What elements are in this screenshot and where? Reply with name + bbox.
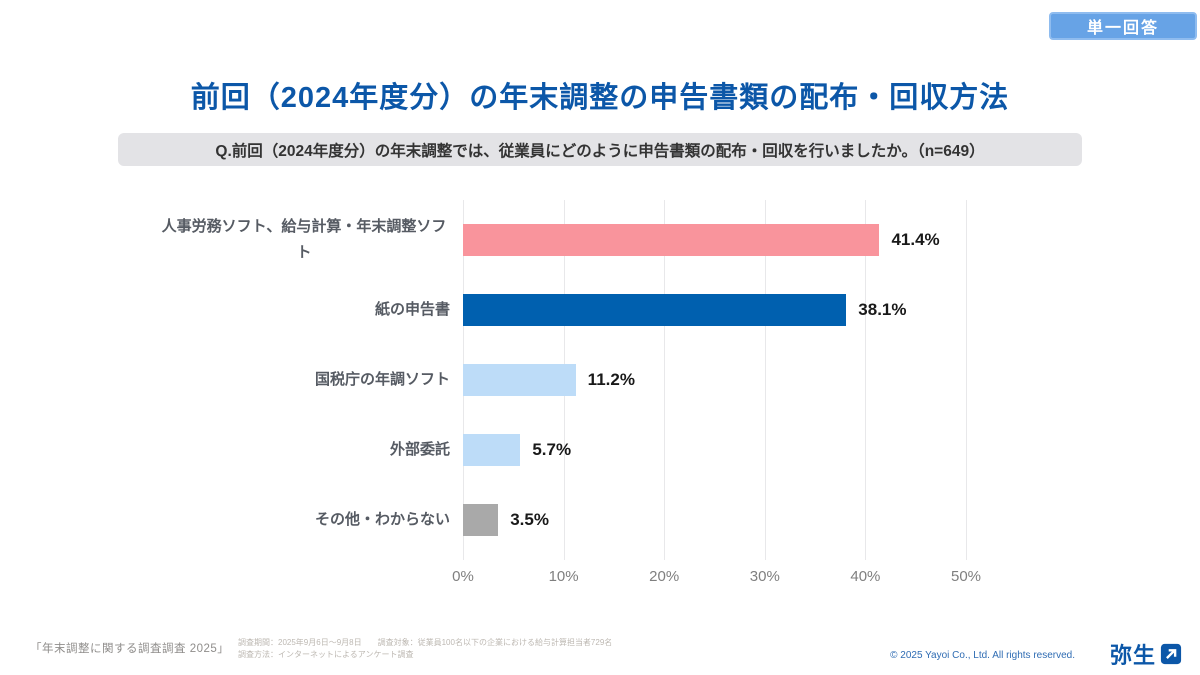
value-label: 11.2% <box>587 370 635 389</box>
bar-track: 3.5% <box>463 504 966 536</box>
bar <box>463 504 499 536</box>
x-tick-label: 20% <box>649 568 680 585</box>
bar <box>463 294 847 326</box>
bar-track: 5.7% <box>463 434 966 466</box>
answer-type-badge: 単一回答 <box>1049 12 1197 40</box>
question-text: Q.前回（2024年度分）の年末調整では、従業員にどのように申告書類の配布・回収… <box>215 142 985 160</box>
category-label: 人事労務ソフト、給与計算・年末調整ソフト <box>161 217 447 261</box>
x-tick-label: 50% <box>950 568 982 585</box>
yayoi-logo: 弥生 <box>1110 638 1182 670</box>
category-label: 紙の申告書 <box>374 300 450 318</box>
survey-name: 「年末調整に関する調査調査 2025」 <box>30 643 230 655</box>
answer-type-badge-label: 単一回答 <box>1086 20 1159 37</box>
value-label: 5.7% <box>532 440 572 459</box>
survey-note-line2: 調査方法：インターネットによるアンケート調査 <box>238 650 414 659</box>
value-label: 41.4% <box>891 230 940 249</box>
bar-chart: 人事労務ソフト、給与計算・年末調整ソフト 41.4% 紙の申告書 38.1% 国… <box>60 200 1140 595</box>
page-title: 前回（2024年度分）の年末調整の申告書類の配布・回収方法 <box>190 82 1010 114</box>
gridline <box>664 200 666 560</box>
copyright: © 2025 Yayoi Co., Ltd. All rights reserv… <box>890 650 1075 661</box>
survey-notes: 調査期間：2025年9月6日～9月8日 調査対象：従業員100名以下の企業におけ… <box>238 637 612 661</box>
category-label: 国税庁の年調ソフト <box>314 370 450 388</box>
chart-row: 人事労務ソフト、給与計算・年末調整ソフト 41.4% <box>60 205 1140 275</box>
bar <box>463 364 576 396</box>
chart-row: 外部委託 5.7% <box>60 415 1140 485</box>
chart-row: その他・わからない 3.5% <box>60 485 1140 555</box>
x-axis: 0% 10% 20% 30% 40% 50% <box>452 568 981 588</box>
x-tick-label: 10% <box>548 568 579 585</box>
yayoi-logo-text: 弥生 <box>1109 643 1156 668</box>
yayoi-arrow-icon <box>1160 643 1182 665</box>
chart-row: 国税庁の年調ソフト 11.2% <box>60 345 1140 415</box>
bar <box>463 434 521 466</box>
value-label: 38.1% <box>858 300 907 319</box>
category-label: 外部委託 <box>389 440 450 458</box>
survey-note-line1: 調査期間：2025年9月6日～9月8日 調査対象：従業員100名以下の企業におけ… <box>238 638 613 647</box>
gridline <box>764 200 766 560</box>
bar-track: 38.1% <box>463 294 966 326</box>
x-tick-label: 0% <box>452 568 474 585</box>
bar-track: 11.2% <box>463 364 966 396</box>
value-label: 3.5% <box>510 510 549 529</box>
bar <box>463 224 880 256</box>
gridline <box>865 200 867 560</box>
gridline <box>966 200 967 560</box>
chart-rows: 人事労務ソフト、給与計算・年末調整ソフト 41.4% 紙の申告書 38.1% 国… <box>60 205 1140 555</box>
x-tick-label: 40% <box>850 568 881 585</box>
category-label: その他・わからない <box>314 510 450 528</box>
question-bar: Q.前回（2024年度分）の年末調整では、従業員にどのように申告書類の配布・回収… <box>118 133 1082 166</box>
x-tick-label: 30% <box>749 568 780 585</box>
chart-row: 紙の申告書 38.1% <box>60 275 1140 345</box>
bar-track: 41.4% <box>463 224 966 256</box>
